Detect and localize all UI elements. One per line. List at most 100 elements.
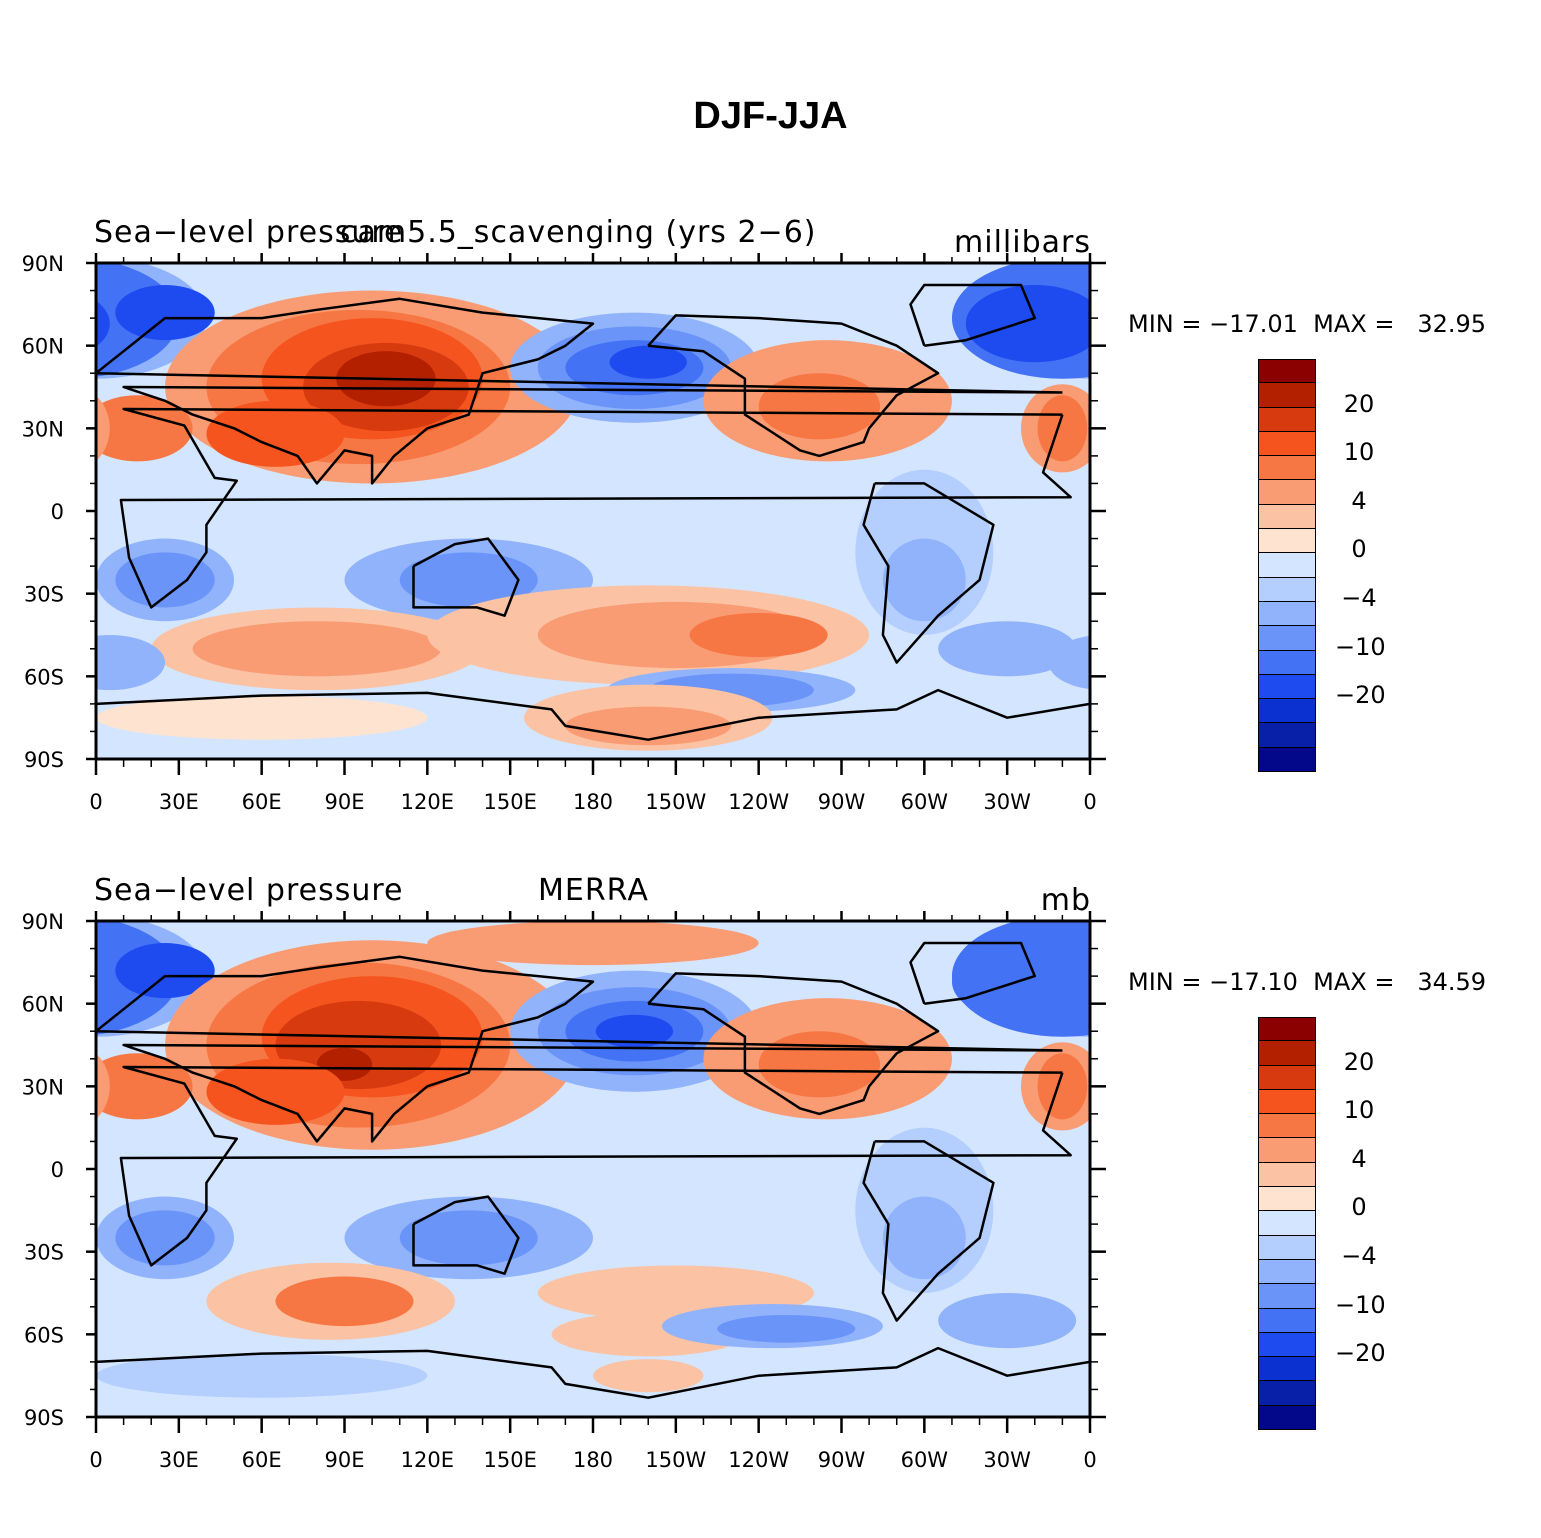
- pressure-contour: [96, 695, 428, 740]
- coastline: [647, 972, 940, 1116]
- y-tick-label: 60S: [24, 1323, 64, 1347]
- min-max-readout: MIN = −17.10 MAX = 34.59: [1128, 968, 1487, 996]
- coastline: [96, 688, 1090, 741]
- colorbar-swatch: [1258, 359, 1316, 384]
- x-tick-label: 150E: [483, 1448, 536, 1472]
- x-tick-label: 90E: [325, 1448, 365, 1472]
- colorbar-label: 10: [1343, 1096, 1375, 1125]
- colorbar-swatch: [1258, 431, 1316, 457]
- colorbar: [1258, 1017, 1316, 1431]
- min-max-readout: MIN = −17.01 MAX = 32.95: [1128, 310, 1487, 338]
- coastline: [412, 1195, 520, 1275]
- pressure-contour: [1048, 635, 1090, 690]
- x-tick-label: 0: [89, 790, 102, 814]
- colorbar-swatch: [1258, 626, 1316, 651]
- x-tick-label: 150E: [483, 790, 536, 814]
- pressure-contour: [206, 1058, 345, 1125]
- pressure-contour: [96, 1353, 428, 1398]
- colorbar-swatch: [1258, 480, 1316, 505]
- colorbar: [1258, 359, 1316, 773]
- coastline: [862, 1140, 995, 1322]
- colorbar-swatch: [1258, 1308, 1316, 1333]
- x-tick-label: 150W: [645, 1448, 706, 1472]
- colorbar-swatch: [1258, 577, 1316, 602]
- colorbar-swatch: [1258, 529, 1316, 554]
- map-axes: 90N 60N 30N 0 30S 60S 90S 0 30E 60E 90E 120E 150E 180…: [22, 910, 1106, 1472]
- y-tick-label: 30S: [24, 583, 64, 607]
- panel-units-label: mb: [1040, 883, 1091, 918]
- figure-title: DJF-JJA: [693, 95, 848, 137]
- colorbar-label: 4: [1351, 486, 1367, 515]
- pressure-contour: [115, 1210, 215, 1266]
- colorbar-label: 0: [1351, 1193, 1367, 1222]
- y-tick-label: 60N: [22, 993, 64, 1017]
- x-tick-label: 60W: [901, 790, 949, 814]
- panel-left-label: Sea−level pressure: [94, 215, 404, 250]
- colorbar-label: 4: [1351, 1144, 1367, 1173]
- pressure-contour: [427, 921, 759, 966]
- coastline: [119, 407, 1072, 609]
- x-tick-label: 60E: [242, 790, 282, 814]
- colorbar-swatch: [1258, 601, 1316, 627]
- coastline: [96, 955, 1063, 1143]
- colorbar-swatch: [1258, 1138, 1316, 1163]
- x-tick-label: 30W: [983, 1448, 1031, 1472]
- y-tick-label: 60N: [22, 335, 64, 359]
- panel-center-label: MERRA: [538, 873, 649, 908]
- x-tick-label: 30E: [159, 790, 199, 814]
- colorbar-label: −4: [1341, 584, 1377, 612]
- x-tick-label: 0: [89, 1448, 102, 1472]
- x-tick-label: 60E: [242, 1448, 282, 1472]
- coastline: [909, 283, 1037, 347]
- panel-units-label: millibars: [954, 225, 1091, 260]
- x-tick-label: 120E: [401, 790, 454, 814]
- colorbar-swatch: [1258, 1357, 1316, 1382]
- colorbar-swatch: [1258, 1017, 1316, 1042]
- colorbar-swatch: [1258, 1405, 1316, 1431]
- map-axes: 90N 60N 30N 0 30S 60S 90S 0 30E 60E 90E 120E 150E 180…: [22, 252, 1106, 814]
- y-tick-label: 60S: [24, 665, 64, 689]
- colorbar-swatch: [1258, 674, 1316, 700]
- colorbar-swatch: [1258, 1259, 1316, 1285]
- colorbar-swatch: [1258, 1162, 1316, 1188]
- x-tick-label: 0: [1083, 1448, 1096, 1472]
- pressure-map: [96, 921, 1090, 1417]
- colorbar-label: −20: [1335, 681, 1386, 710]
- colorbar-swatch: [1258, 1089, 1316, 1115]
- x-tick-label: 90W: [818, 1448, 866, 1472]
- pressure-contour: [1037, 395, 1088, 462]
- pressure-contour: [565, 706, 732, 746]
- coastline: [412, 537, 520, 617]
- y-tick-label: 90S: [24, 1406, 64, 1430]
- pressure-contour: [938, 621, 1077, 677]
- colorbar-swatch: [1258, 1211, 1316, 1236]
- coastline: [647, 314, 940, 458]
- colorbar-swatch: [1258, 1187, 1316, 1212]
- colorbar-label: 20: [1343, 1047, 1375, 1076]
- x-tick-label: 90W: [818, 790, 866, 814]
- colorbar-swatch: [1258, 1284, 1316, 1309]
- y-tick-label: 30N: [22, 1075, 64, 1099]
- pressure-contour: [192, 621, 442, 677]
- coastline: [96, 297, 1063, 485]
- colorbar-label: −10: [1335, 632, 1386, 661]
- x-tick-label: 150W: [645, 790, 706, 814]
- x-tick-label: 60W: [901, 1448, 949, 1472]
- colorbar-swatch: [1258, 1332, 1316, 1358]
- x-tick-label: 120W: [728, 1448, 789, 1472]
- coastline: [909, 941, 1037, 1005]
- y-tick-label: 0: [51, 500, 64, 524]
- pressure-contour: [96, 635, 166, 691]
- colorbar-swatch: [1258, 553, 1316, 578]
- pressure-contour: [689, 612, 828, 658]
- pressure-contour: [115, 285, 215, 341]
- colorbar-label: −4: [1341, 1242, 1377, 1270]
- pressure-contour: [399, 552, 538, 608]
- coastline: [862, 482, 995, 664]
- colorbar-label: −20: [1335, 1339, 1386, 1368]
- colorbar-label: −10: [1335, 1290, 1386, 1319]
- x-tick-label: 180: [573, 790, 613, 814]
- colorbar-label: 20: [1343, 389, 1375, 418]
- colorbar-swatch: [1258, 1114, 1316, 1139]
- colorbar-swatch: [1258, 383, 1316, 408]
